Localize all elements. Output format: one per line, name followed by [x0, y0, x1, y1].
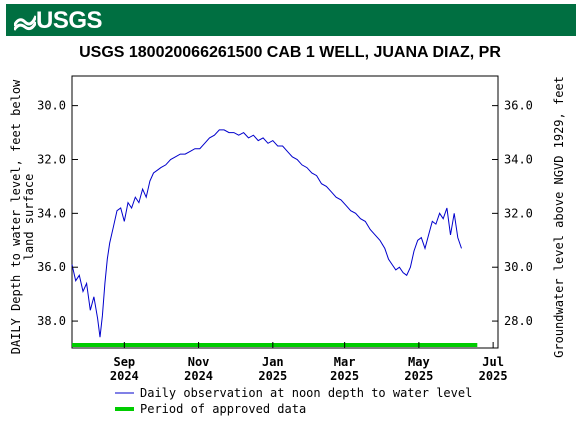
left-y-axis: 30.0 32.0 34.0 36.0 38.0 — [37, 99, 78, 328]
x-axis: Sep2024Nov2024Jan2025Mar2025May2025Jul20… — [110, 342, 508, 383]
usgs-logo-text: USGS — [36, 7, 103, 34]
x-tick-month-label: Jul — [482, 355, 504, 369]
usgs-logo-wave-icon — [14, 15, 36, 31]
usgs-header-banner: USGS — [6, 4, 576, 36]
left-y-axis-label: DAILY Depth to water level, feet below — [9, 79, 23, 354]
right-y-axis-label: Groundwater level above NGVD 1929, feet — [552, 76, 566, 358]
x-tick-year-label: 2024 — [184, 369, 213, 383]
x-tick-year-label: 2025 — [258, 369, 287, 383]
left-y-tick-label: 38.0 — [37, 314, 66, 328]
left-y-axis-label-continued: land surface — [22, 174, 36, 261]
daily-depth-series-line — [71, 129, 462, 338]
x-tick-year-label: 2024 — [110, 369, 139, 383]
x-tick-month-label: Jan — [262, 355, 284, 369]
x-tick-year-label: 2025 — [330, 369, 359, 383]
right-y-axis: 36.0 34.0 32.0 30.0 28.0 — [492, 99, 533, 328]
x-tick-month-label: Sep — [113, 355, 135, 369]
left-y-tick-label: 30.0 — [37, 99, 66, 113]
x-tick-year-label: 2025 — [479, 369, 508, 383]
left-y-tick-label: 34.0 — [37, 206, 66, 220]
x-tick-month-label: May — [408, 355, 430, 369]
x-tick-month-label: Nov — [188, 355, 210, 369]
right-y-tick-label: 34.0 — [504, 152, 533, 166]
x-tick-year-label: 2025 — [404, 369, 433, 383]
plot-frame — [71, 75, 499, 349]
right-y-tick-label: 28.0 — [504, 314, 533, 328]
right-y-tick-label: 30.0 — [504, 260, 533, 274]
left-y-tick-label: 36.0 — [37, 260, 66, 274]
chart-legend: Daily observation at noon depth to water… — [115, 386, 472, 416]
plot-area — [71, 75, 499, 349]
legend-label-approved: Period of approved data — [140, 402, 306, 416]
right-y-tick-label: 32.0 — [504, 206, 533, 220]
chart-title: USGS 180020066261500 CAB 1 WELL, JUANA D… — [79, 44, 501, 61]
legend-label-daily: Daily observation at noon depth to water… — [140, 386, 472, 400]
right-y-tick-label: 36.0 — [504, 99, 533, 113]
x-tick-month-label: Mar — [334, 355, 356, 369]
approved-period-bar — [72, 343, 478, 347]
left-y-tick-label: 32.0 — [37, 152, 66, 166]
